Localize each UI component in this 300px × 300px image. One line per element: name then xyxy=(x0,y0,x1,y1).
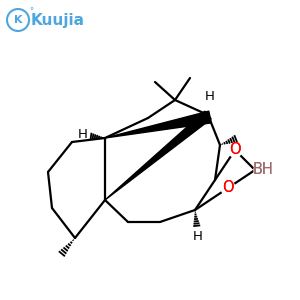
Text: O: O xyxy=(222,181,234,196)
Circle shape xyxy=(228,143,242,157)
Text: BH: BH xyxy=(253,163,273,178)
Text: O: O xyxy=(229,142,241,158)
Text: H: H xyxy=(193,230,203,242)
Circle shape xyxy=(254,161,272,179)
Polygon shape xyxy=(105,111,211,200)
Text: °: ° xyxy=(29,8,33,16)
Text: O: O xyxy=(222,181,234,196)
Text: BH: BH xyxy=(253,163,273,178)
Text: K: K xyxy=(14,15,22,25)
Text: H: H xyxy=(78,128,88,142)
Circle shape xyxy=(221,181,235,195)
Polygon shape xyxy=(105,111,211,138)
Text: H: H xyxy=(205,91,215,103)
Text: Kuujia: Kuujia xyxy=(31,13,85,28)
Text: O: O xyxy=(229,142,241,158)
